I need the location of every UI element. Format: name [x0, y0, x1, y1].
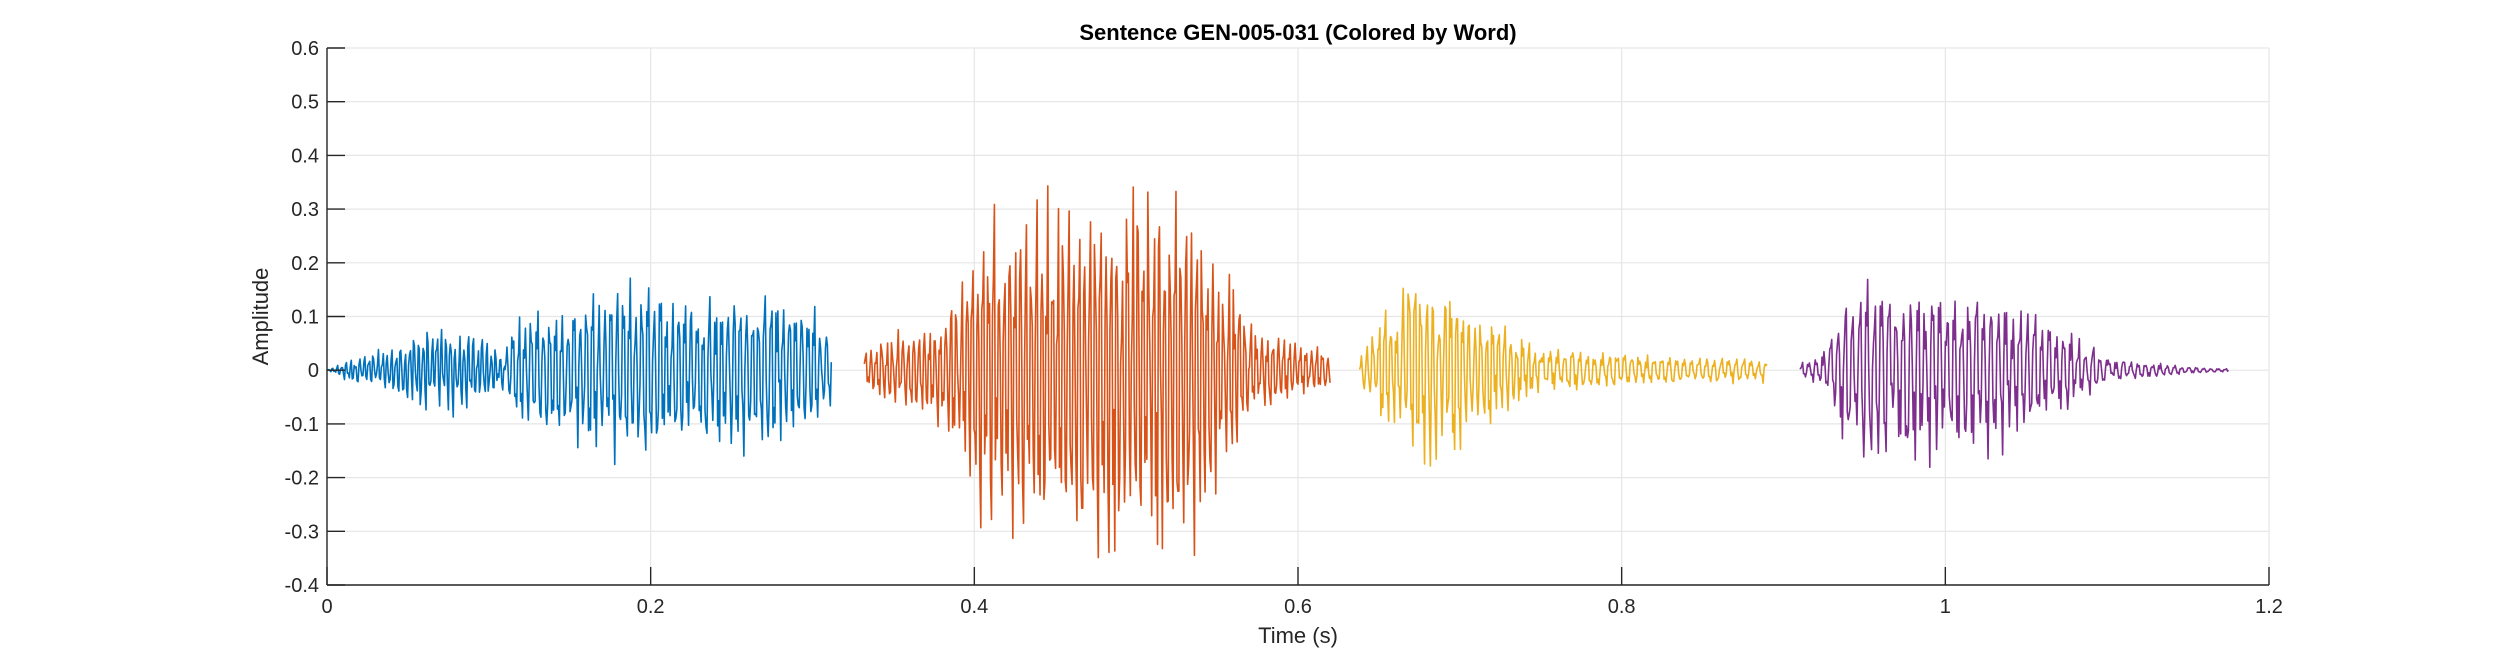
- x-tick-label: 1.2: [2255, 596, 2283, 618]
- series-1-line: [326, 277, 833, 466]
- x-tick-label: 0.2: [637, 596, 665, 618]
- y-tick-label: 0.5: [291, 92, 319, 114]
- x-tick-label: 0: [321, 596, 332, 618]
- series-layer: [326, 185, 2230, 559]
- x-tick-label: 1: [1940, 596, 1951, 618]
- x-tick-label: 0.8: [1608, 596, 1636, 618]
- series-1: [326, 277, 833, 466]
- x-axis-label: Time (s): [1258, 623, 1338, 648]
- y-tick-label: -0.2: [285, 468, 319, 490]
- y-tick-label: 0.4: [291, 145, 319, 167]
- y-tick-label: 0.2: [291, 253, 319, 275]
- y-tick-label: -0.3: [285, 521, 319, 543]
- x-tick-label: 0.6: [1284, 596, 1312, 618]
- chart-title: Sentence GEN-005-031 (Colored by Word): [1079, 20, 1516, 45]
- y-tick-label: 0.1: [291, 307, 319, 329]
- y-tick-label: 0.6: [291, 38, 319, 60]
- y-tick-label: 0: [308, 360, 319, 382]
- x-tick-label: 0.4: [960, 596, 988, 618]
- y-tick-label: -0.1: [285, 414, 319, 436]
- series-2-line: [863, 185, 1331, 559]
- series-4-line: [1799, 278, 2230, 469]
- series-4: [1799, 278, 2230, 469]
- series-3-line: [1358, 287, 1768, 467]
- y-axis-label: Amplitude: [248, 268, 273, 366]
- y-tick-label: 0.3: [291, 199, 319, 221]
- series-3: [1358, 287, 1768, 467]
- tick-labels: 0 0.2 0.4 0.6 0.8 1 1.2 -0.4 -0.3 -0.2 -0.1 0 0.1 0.2…: [285, 38, 2283, 618]
- series-2: [863, 185, 1331, 559]
- y-tick-label: -0.4: [285, 575, 319, 597]
- axes: [326, 47, 2270, 586]
